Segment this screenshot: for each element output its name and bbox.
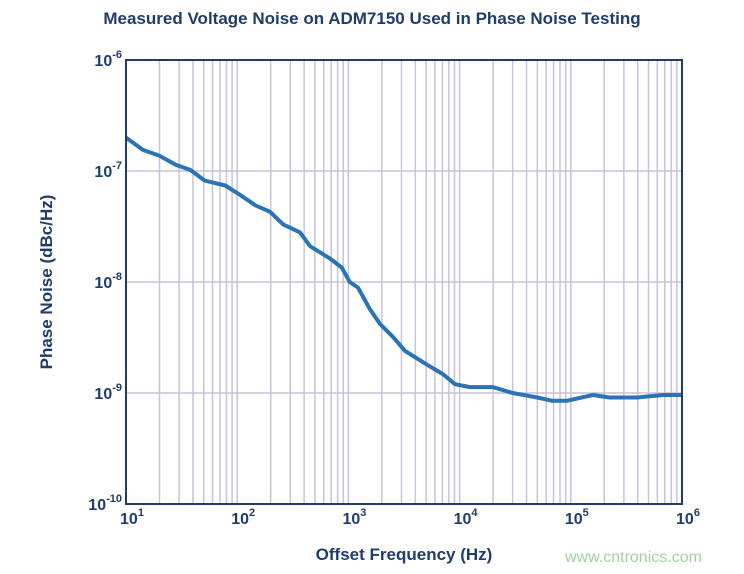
y-tick-label: 10-7 — [94, 160, 122, 181]
tick-labels: 101 102 103 104 105 106 10-6 10-7 10-8 10-9 10-10 — [88, 49, 700, 528]
x-tick-label: 105 — [565, 507, 589, 528]
x-tick-label: 102 — [231, 507, 255, 528]
chart-title: Measured Voltage Noise on ADM7150 Used i… — [103, 9, 641, 28]
watermark: www.cntronics.com — [565, 549, 702, 566]
plot-frame — [125, 59, 683, 505]
series — [124, 135, 682, 403]
x-axis-label: Offset Frequency (Hz) — [315, 545, 493, 564]
series-line — [124, 135, 682, 403]
y-tick-label: 10-10 — [88, 493, 122, 514]
y-tick-label: 10-6 — [94, 49, 122, 70]
y-tick-label: 10-8 — [94, 271, 122, 292]
x-tick-label: 106 — [676, 507, 700, 528]
x-tick-label: 101 — [120, 507, 144, 528]
x-tick-label: 103 — [342, 507, 366, 528]
grid — [126, 60, 682, 504]
x-tick-label: 104 — [454, 507, 479, 528]
y-tick-label: 10-9 — [94, 382, 122, 403]
